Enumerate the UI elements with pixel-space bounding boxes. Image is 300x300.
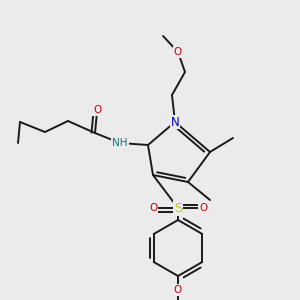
- Text: NH: NH: [112, 138, 128, 148]
- Text: O: O: [149, 203, 157, 213]
- Text: N: N: [171, 116, 179, 128]
- Text: S: S: [174, 202, 182, 214]
- Text: O: O: [199, 203, 207, 213]
- Text: O: O: [174, 285, 182, 295]
- Text: O: O: [174, 47, 182, 57]
- Text: O: O: [93, 105, 101, 115]
